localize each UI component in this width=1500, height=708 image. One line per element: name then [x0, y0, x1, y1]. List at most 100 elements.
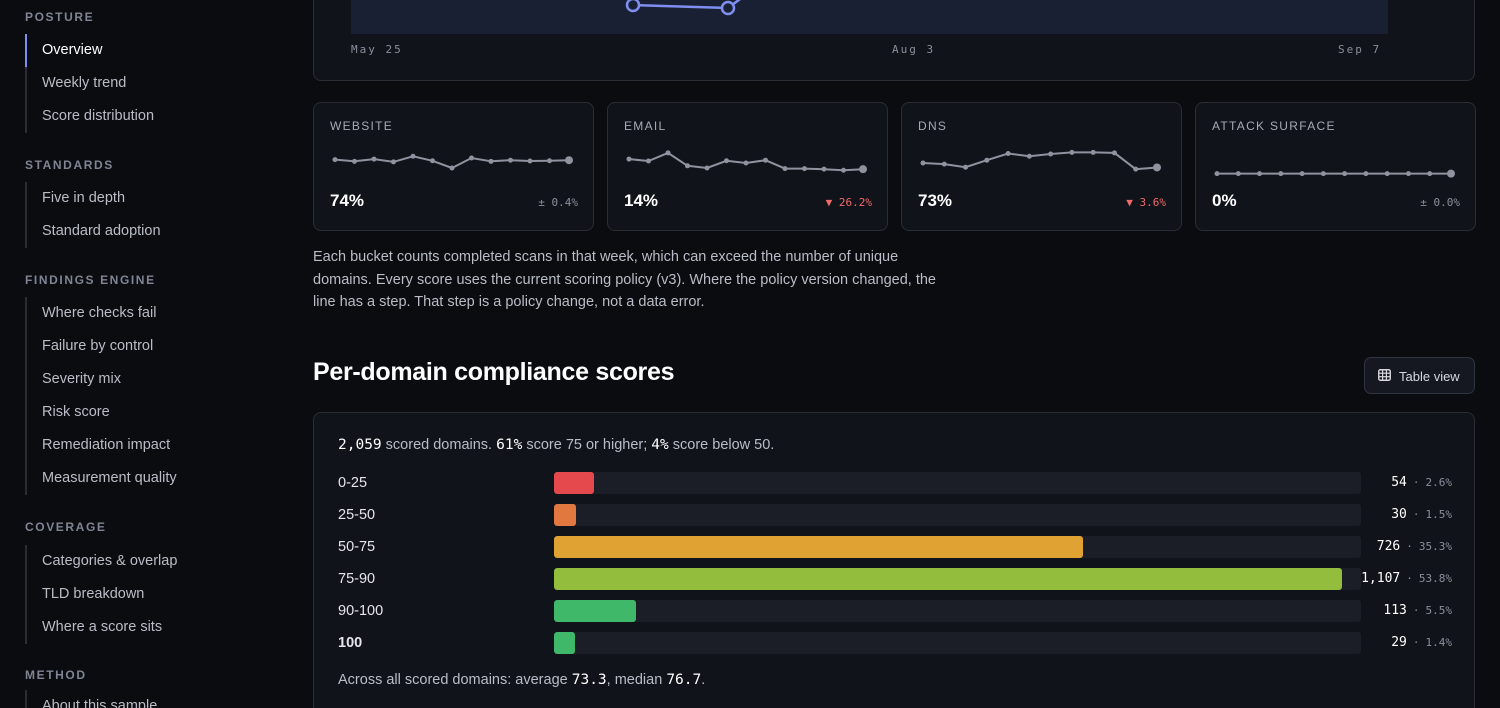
sparkline-point — [1005, 150, 1011, 156]
sparkline-point — [821, 166, 827, 172]
metric-value: 0% — [1212, 191, 1237, 210]
sparkline-point — [1090, 149, 1096, 155]
sparkline-point — [1133, 166, 1139, 172]
sidebar-section-title-findings-engine: FINDINGS ENGINE — [25, 273, 156, 287]
metric-delta: ± 0.4% — [538, 196, 578, 209]
sparkline-point — [1342, 171, 1348, 177]
bucket-bar-track — [554, 568, 1361, 590]
bucket-percent: 2.6% — [1425, 476, 1453, 489]
table-view-button[interactable]: Table view — [1364, 357, 1475, 394]
bucket-count: 113 — [1383, 603, 1407, 618]
weekly-trend-chart: May 25 Aug 3 Sep 7 — [313, 0, 1475, 81]
sparkline-point — [1427, 171, 1433, 177]
sparkline-point — [1069, 149, 1075, 155]
metric-card-website: WEBSITE 74% ± 0.4% — [313, 102, 594, 231]
bucket-count-group: 29 · 1.4% — [1391, 635, 1452, 650]
sidebar-group-findings-engine: Where checks fail Failure by control Sev… — [25, 297, 255, 495]
sidebar-item-about-this-sample[interactable]: About this sample — [42, 698, 158, 708]
bucket-count: 54 — [1391, 475, 1407, 490]
distribution-row: 90-100 113 · 5.5% — [338, 600, 1452, 624]
sparkline-point — [984, 157, 990, 163]
bucket-count-group: 113 · 5.5% — [1383, 603, 1452, 618]
sidebar-item-severity-mix[interactable]: Severity mix — [42, 371, 121, 387]
bucket-bar-track — [554, 536, 1361, 558]
sidebar-item-risk-score[interactable]: Risk score — [42, 404, 110, 420]
summary-text: scored domains. — [381, 437, 497, 453]
sparkline-point — [1153, 163, 1161, 172]
sparkline — [332, 153, 573, 171]
sidebar-item-five-in-depth[interactable]: Five in depth — [42, 190, 126, 206]
sidebar-item-where-checks-fail[interactable]: Where checks fail — [42, 305, 157, 321]
metric-label: EMAIL — [624, 119, 667, 133]
distribution-row: 50-75 726 · 35.3% — [338, 536, 1452, 560]
metric-delta: ▼ 3.6% — [1126, 196, 1166, 209]
bucket-count-group: 1,107 · 53.8% — [1361, 571, 1452, 586]
metric-label: ATTACK SURFACE — [1212, 119, 1336, 133]
sparkline-point — [1257, 171, 1263, 177]
sidebar-section-title-standards: STANDARDS — [25, 158, 114, 172]
x-tick-label: Sep 7 — [1338, 43, 1382, 56]
bucket-count: 30 — [1391, 507, 1407, 522]
sparkline-point — [371, 156, 377, 162]
sparkline-point — [665, 150, 671, 156]
summary-high-pct: 61% — [496, 437, 523, 453]
footer-text: Across all scored domains: average — [338, 672, 572, 688]
sparkline-path — [922, 151, 1158, 171]
bucket-percent: 35.3% — [1418, 540, 1452, 553]
distribution-row: 0-25 54 · 2.6% — [338, 472, 1452, 496]
sidebar-item-measurement-quality[interactable]: Measurement quality — [42, 470, 177, 486]
sparkline-point — [1384, 171, 1390, 177]
sidebar-group-coverage: Categories & overlap TLD breakdown Where… — [25, 545, 255, 644]
sparkline-point — [1235, 171, 1241, 177]
metric-value: 73% — [918, 191, 953, 210]
bucket-bar — [554, 568, 1343, 590]
sidebar-item-remediation-impact[interactable]: Remediation impact — [42, 437, 171, 453]
bucket-percent: 1.4% — [1425, 636, 1453, 649]
bucket-count-group: 54 · 2.6% — [1391, 475, 1452, 490]
sidebar-group-posture: Overview Weekly trend Score distribution — [25, 34, 255, 133]
sidebar-item-score-distribution[interactable]: Score distribution — [42, 108, 155, 124]
sparkline-point — [1447, 169, 1455, 178]
sparkline-point — [841, 167, 846, 173]
sparkline-point — [547, 158, 552, 164]
sparkline-point — [782, 166, 788, 172]
sidebar-item-failure-by-control[interactable]: Failure by control — [42, 338, 154, 354]
sparkline-point — [724, 158, 729, 164]
sidebar: POSTURE Overview Weekly trend Score dist… — [0, 0, 280, 708]
bucket-count: 1,107 — [1361, 571, 1401, 586]
bucket-bar-track — [554, 504, 1361, 526]
sparkline-point — [1299, 171, 1305, 177]
sparkline-point — [565, 156, 573, 165]
bucket-bar — [554, 632, 575, 654]
trend-point — [625, 0, 641, 13]
sidebar-item-categories-overlap[interactable]: Categories & overlap — [42, 553, 178, 569]
sparkline-point — [391, 159, 396, 165]
metric-label: WEBSITE — [330, 119, 394, 133]
footer-average: 73.3 — [571, 672, 607, 688]
bucket-label: 75-90 — [338, 571, 376, 587]
metric-card-attack-surface: ATTACK SURFACE 0% ± 0.0% — [1195, 102, 1476, 231]
sidebar-item-standard-adoption[interactable]: Standard adoption — [42, 223, 161, 239]
footer-text: . — [701, 672, 706, 688]
separator-dot: · — [1412, 636, 1420, 649]
sparkline-point — [449, 165, 455, 171]
metric-value: 74% — [330, 191, 365, 210]
separator-dot: · — [1412, 476, 1420, 489]
separator-dot: · — [1406, 572, 1413, 585]
summary-text: score 75 or higher; — [522, 437, 652, 453]
sparkline-point — [430, 158, 435, 164]
sidebar-section-title-method: METHOD — [25, 668, 87, 682]
sidebar-item-weekly-trend[interactable]: Weekly trend — [42, 75, 127, 91]
bucket-count: 29 — [1391, 635, 1407, 650]
sidebar-item-overview[interactable]: Overview — [25, 34, 255, 67]
sparkline-point — [646, 158, 651, 164]
sparkline-point — [685, 163, 690, 169]
summary-text: score below 50. — [668, 437, 775, 453]
bucket-label: 0-25 — [338, 475, 368, 491]
trend-line — [625, 0, 741, 16]
bucket-label: 50-75 — [338, 539, 376, 555]
sidebar-item-where-a-score-sits[interactable]: Where a score sits — [42, 619, 163, 635]
sidebar-item-tld-breakdown[interactable]: TLD breakdown — [42, 586, 145, 602]
sparkline — [626, 150, 867, 174]
bucket-bar-track — [554, 600, 1361, 622]
